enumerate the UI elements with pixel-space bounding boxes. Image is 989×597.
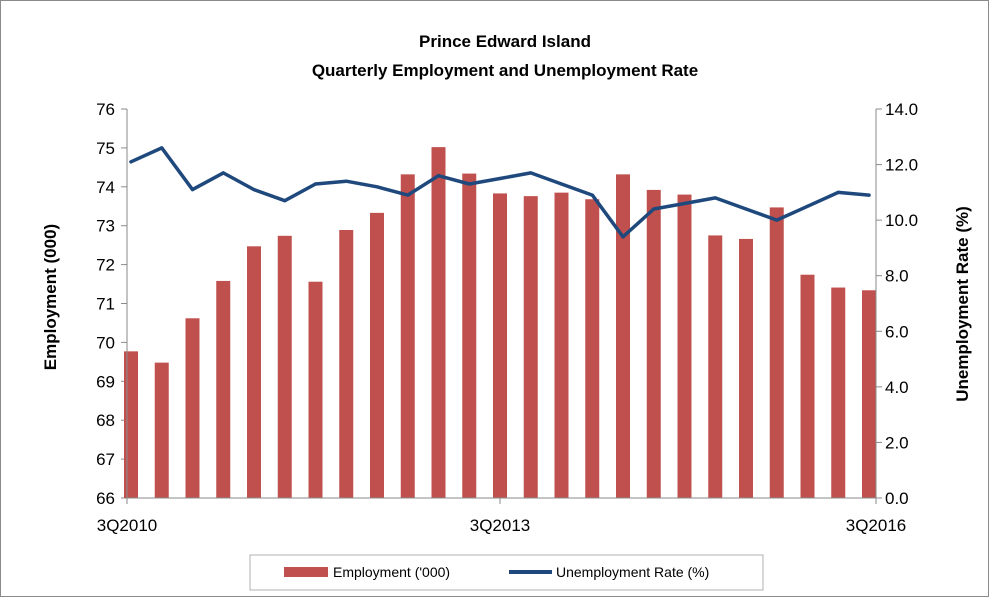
x-tick-label: 3Q2013 — [470, 516, 531, 535]
unemployment-point — [498, 176, 502, 181]
unemployment-point — [805, 204, 810, 208]
employment-bar — [308, 281, 323, 498]
left-tick-label: 66 — [96, 489, 115, 508]
chart-title-line-1: Prince Edward Island — [419, 32, 591, 51]
right-tick-label: 6.0 — [885, 322, 909, 341]
employment-bar — [831, 287, 846, 498]
left-tick-label: 72 — [96, 256, 115, 275]
unemployment-point — [775, 218, 779, 222]
chart-title-line-2: Quarterly Employment and Unemployment Ra… — [312, 61, 698, 80]
employment-bar — [677, 194, 692, 498]
unemployment-line — [129, 146, 871, 239]
right-tick-label: 12.0 — [885, 156, 918, 175]
unemployment-point — [221, 171, 225, 175]
left-tick-label: 75 — [96, 139, 115, 158]
legend-swatch-employment — [284, 567, 328, 577]
unemployment-point — [283, 199, 287, 203]
left-tick-label: 71 — [96, 295, 115, 314]
x-axis-ticks: 3Q2010 3Q2013 3Q2016 — [97, 498, 907, 535]
right-axis-title: Unemployment Rate (%) — [953, 206, 972, 402]
unemployment-point — [836, 190, 840, 194]
left-tick-label: 73 — [96, 217, 115, 236]
right-tick-label: 0.0 — [885, 489, 909, 508]
unemployment-point — [129, 160, 133, 164]
right-tick-label: 2.0 — [885, 433, 909, 452]
legend-label-employment: Employment ('000) — [333, 564, 450, 580]
x-tick-label: 3Q2016 — [846, 516, 907, 535]
right-tick-label: 14.0 — [885, 100, 918, 119]
unemployment-point — [436, 174, 441, 178]
unemployment-point — [252, 187, 256, 192]
employment-bar — [339, 229, 354, 498]
employment-bar — [370, 212, 384, 498]
right-tick-label: 10.0 — [885, 211, 918, 230]
unemployment-point — [313, 182, 318, 186]
left-tick-label: 67 — [96, 450, 115, 469]
unemployment-point — [621, 235, 625, 239]
left-tick-label: 70 — [96, 333, 115, 352]
unemployment-point — [559, 182, 564, 186]
employment-bar — [554, 192, 569, 498]
employment-bars — [124, 147, 876, 499]
employment-bar — [400, 174, 415, 499]
employment-bar — [493, 193, 507, 498]
left-tick-label: 74 — [96, 178, 115, 197]
left-tick-label: 68 — [96, 411, 115, 430]
employment-bar — [523, 196, 538, 499]
legend-box — [249, 554, 764, 591]
employment-bar — [862, 290, 876, 498]
employment-bar — [800, 274, 815, 498]
employment-bar — [646, 189, 661, 499]
unemployment-point — [344, 179, 348, 183]
employment-bar — [708, 235, 723, 499]
legend: Employment ('000) Unemployment Rate (%) — [249, 554, 764, 591]
left-tick-label: 76 — [96, 100, 115, 119]
unemployment-point — [682, 201, 687, 206]
unemployment-point — [744, 207, 748, 211]
unemployment-point — [529, 171, 533, 175]
unemployment-point — [652, 207, 656, 211]
right-tick-label: 4.0 — [885, 378, 909, 397]
right-tick-label: 8.0 — [885, 267, 909, 286]
employment-bar — [769, 207, 784, 499]
right-axis-ticks: 0.0 2.0 4.0 6.0 8.0 10.0 12.0 14.0 — [876, 100, 918, 508]
employment-bar — [739, 238, 753, 498]
employment-bar — [154, 362, 169, 498]
employment-bar — [185, 318, 200, 498]
unemployment-point — [867, 193, 871, 197]
employment-bar — [247, 246, 261, 498]
employment-bar — [431, 147, 446, 498]
employment-bar — [616, 174, 630, 499]
employment-bar — [124, 351, 138, 498]
unemployment-point — [713, 196, 717, 200]
unemployment-point — [406, 193, 410, 197]
unemployment-point — [375, 185, 379, 189]
employment-bar — [216, 280, 231, 498]
left-tick-label: 69 — [96, 372, 115, 391]
left-axis-ticks: 66 67 68 69 70 71 72 73 74 75 76 — [96, 100, 127, 508]
unemployment-point — [160, 146, 164, 150]
employment-bar — [277, 235, 292, 498]
unemployment-point — [467, 182, 471, 186]
unemployment-point — [190, 187, 195, 192]
employment-bar — [585, 199, 600, 499]
left-axis-title: Employment (000) — [41, 224, 60, 370]
axes — [126, 109, 877, 499]
unemployment-point — [590, 193, 594, 197]
employment-bar — [462, 173, 477, 498]
x-tick-label: 3Q2010 — [97, 516, 158, 535]
legend-label-unemployment: Unemployment Rate (%) — [556, 564, 709, 580]
